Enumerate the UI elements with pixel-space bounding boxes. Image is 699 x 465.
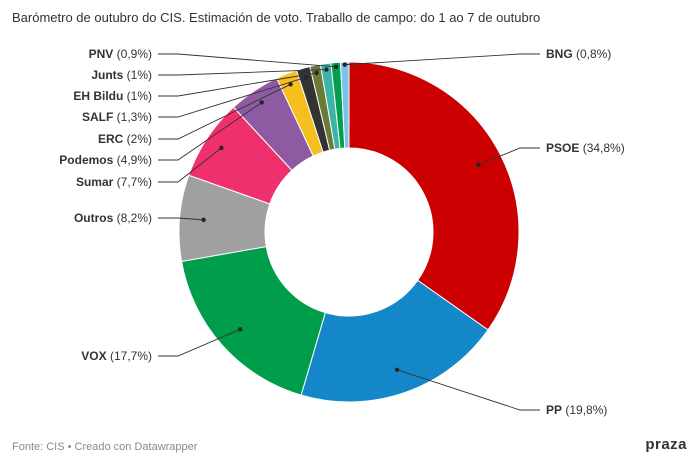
slice-pp xyxy=(300,279,489,403)
slices-group xyxy=(178,61,520,403)
slice-label-value: (0,8%) xyxy=(573,47,612,61)
leader-line-eh-bildu xyxy=(158,72,317,97)
slice-label-name: Outros xyxy=(74,211,114,225)
slice-label-eh-bildu: EH Bildu (1%) xyxy=(73,89,152,103)
leader-line-erc xyxy=(158,83,291,140)
leader-line-vox xyxy=(158,328,241,357)
slice-label-name: ERC xyxy=(98,132,124,146)
slice-label-value: (1%) xyxy=(123,68,152,82)
leader-line-sumar xyxy=(158,147,222,183)
slice-label-podemos: Podemos (4,9%) xyxy=(59,153,152,167)
slice-label-vox: VOX (17,7%) xyxy=(81,349,152,363)
slice-label-value: (17,7%) xyxy=(107,349,152,363)
slice-label-erc: ERC (2%) xyxy=(98,132,152,146)
slice-label-name: PNV xyxy=(89,47,114,61)
slice-label-value: (1,3%) xyxy=(113,110,152,124)
slice-label-value: (0,9%) xyxy=(113,47,152,61)
slice-label-value: (4,9%) xyxy=(113,153,152,167)
slice-label-outros: Outros (8,2%) xyxy=(74,211,152,225)
slice-psoe xyxy=(348,61,520,331)
leader-dot-vox xyxy=(238,327,243,332)
slice-label-name: SALF xyxy=(82,110,113,124)
leader-line-outros xyxy=(158,217,204,221)
slice-label-name: VOX xyxy=(81,349,106,363)
leader-line-junts xyxy=(158,69,327,76)
slice-label-value: (19,8%) xyxy=(562,403,607,417)
slice-label-value: (1%) xyxy=(123,89,152,103)
slice-label-name: Junts xyxy=(91,68,123,82)
praza-logo: praza xyxy=(645,436,687,453)
slice-label-salf: SALF (1,3%) xyxy=(82,110,152,124)
slice-label-pp: PP (19,8%) xyxy=(546,403,607,417)
labels-group: PSOE (34,8%) PP (19,8%) VOX (17,7%) Outros … xyxy=(59,47,624,417)
chart-title: Barómetro de outubro do CIS. Estimación … xyxy=(12,10,541,25)
slice-label-name: PSOE xyxy=(546,141,579,155)
leader-line-psoe xyxy=(478,147,540,166)
slice-label-value: (8,2%) xyxy=(113,211,152,225)
slice-label-sumar: Sumar (7,7%) xyxy=(76,175,152,189)
leader-line-pnv xyxy=(158,53,337,68)
slice-label-pnv: PNV (0,9%) xyxy=(89,47,152,61)
slice-label-value: (34,8%) xyxy=(579,141,624,155)
slice-label-name: Podemos xyxy=(59,153,113,167)
slice-bng xyxy=(339,61,350,149)
slice-vox xyxy=(180,245,326,396)
slice-label-value: (2%) xyxy=(123,132,152,146)
leader-line-bng xyxy=(344,53,540,66)
slice-label-name: PP xyxy=(546,403,562,417)
source-footer: Fonte: CIS • Creado con Datawrapper xyxy=(12,441,198,453)
slice-label-bng: BNG (0,8%) xyxy=(546,47,611,61)
slice-label-junts: Junts (1%) xyxy=(91,68,152,82)
leader-line-salf xyxy=(158,76,306,118)
slice-label-value: (7,7%) xyxy=(113,175,152,189)
slice-label-name: Sumar xyxy=(76,175,114,189)
leader-lines-group xyxy=(158,53,540,411)
slice-label-name: BNG xyxy=(546,47,573,61)
slice-label-name: EH Bildu xyxy=(73,89,123,103)
slice-label-psoe: PSOE (34,8%) xyxy=(546,141,625,155)
leader-line-pp xyxy=(396,369,540,411)
leader-line-podemos xyxy=(158,102,262,161)
